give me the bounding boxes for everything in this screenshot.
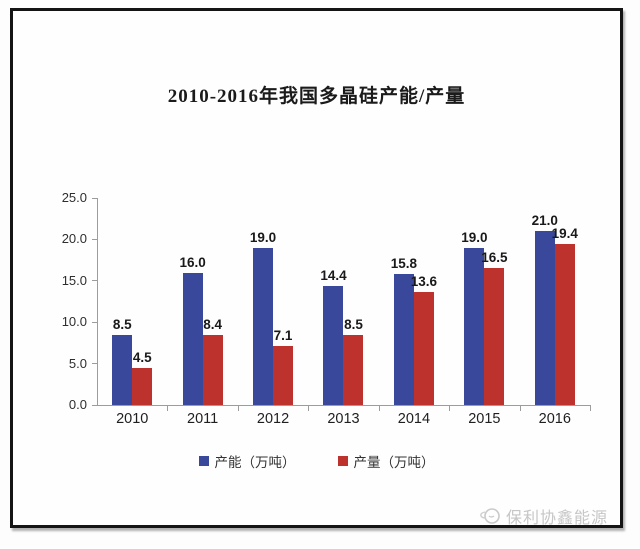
value-label-capacity-2012: 19.0 (249, 230, 277, 245)
y-axis-tick (92, 197, 97, 199)
bar-group-2013: 14.4 8.5 2013 (308, 198, 378, 427)
output-swatch-icon (337, 456, 348, 466)
bar-capacity-2016 (534, 231, 555, 405)
y-axis-tick (92, 280, 97, 282)
value-label-output-2016: 19.4 (551, 226, 578, 241)
y-axis-tick (92, 321, 97, 323)
bar-output-2012 (273, 346, 294, 405)
bar-output-2010 (132, 368, 153, 405)
x-axis-label-2013: 2013 (327, 411, 360, 427)
value-label-output-2011: 8.4 (203, 317, 223, 332)
image-border-frame: 2010-2016年我国多晶硅产能/产量 0.0 5.0 10.0 15.0 20.0 2… (10, 8, 623, 528)
y-axis-tick (92, 238, 97, 240)
value-label-capacity-2010: 8.5 (112, 317, 132, 332)
bar-output-2016 (554, 244, 575, 405)
y-tick-label: 20.0 (61, 231, 87, 247)
value-label-output-2014: 13.6 (410, 274, 438, 289)
bar-capacity-2012 (253, 248, 274, 405)
bar-group-2012: 19.0 7.1 2012 (238, 198, 308, 427)
x-axis-label-2011: 2011 (187, 411, 219, 427)
legend-item-capacity: 产能（万吨） (198, 451, 296, 471)
value-label-capacity-2015: 19.0 (461, 230, 488, 245)
gcl-logo-icon (479, 507, 501, 525)
bar-group-2010: 8.5 4.5 2010 (97, 198, 167, 427)
x-axis-tick (378, 406, 380, 411)
bar-capacity-2011 (182, 273, 203, 405)
watermark-text: 保利协鑫能源 (505, 510, 608, 527)
x-axis-tick (308, 406, 310, 411)
y-tick-label: 5.0 (68, 355, 87, 371)
bar-capacity-2010 (112, 335, 133, 405)
x-axis-label-2010: 2010 (116, 411, 149, 427)
y-axis-line (97, 198, 98, 405)
x-axis-line (97, 405, 591, 406)
x-axis-label-2014: 2014 (397, 411, 431, 427)
bar-output-2014 (413, 292, 434, 405)
y-tick-label: 10.0 (61, 314, 87, 330)
x-axis-tick (519, 406, 521, 411)
x-axis-tick (590, 406, 591, 411)
y-tick-label: 25.0 (61, 190, 87, 205)
value-label-capacity-2011: 16.0 (179, 255, 206, 270)
bar-output-2011 (202, 335, 223, 405)
bar-group-2015: 19.0 16.5 2015 (449, 198, 519, 427)
bar-output-2013 (343, 335, 364, 405)
bar-capacity-2013 (323, 286, 344, 405)
bar-output-2015 (484, 268, 505, 405)
legend: 产能（万吨） 产量（万吨） (13, 451, 620, 471)
plot-area: 0.0 5.0 10.0 15.0 20.0 25.0 8.5 4.5 2010 16.0 8.4 2… (62, 190, 591, 427)
x-axis-tick (167, 406, 169, 411)
y-tick-label: 0.0 (68, 397, 87, 412)
x-axis-label-2016: 2016 (538, 411, 571, 427)
bar-group-2011: 16.0 8.4 2011 (167, 198, 237, 427)
y-axis-tick (92, 363, 97, 365)
value-label-output-2010: 4.5 (132, 350, 152, 365)
value-label-output-2012: 7.1 (273, 328, 293, 343)
y-tick-label: 15.0 (61, 272, 87, 288)
x-axis-tick (449, 406, 451, 411)
y-axis-tick (92, 404, 97, 406)
bar-group-2014: 15.8 13.6 2014 (379, 198, 449, 427)
legend-label: 产量（万吨） (353, 455, 435, 470)
value-label-capacity-2014: 15.8 (390, 256, 418, 271)
value-label-output-2013: 8.5 (344, 317, 363, 332)
bar-capacity-2015 (464, 248, 485, 405)
watermark: 保利协鑫能源 (479, 504, 608, 528)
x-axis-label-2012: 2012 (256, 411, 290, 427)
chart-title: 2010-2016年我国多晶硅产能/产量 (167, 86, 466, 107)
x-axis-tick (237, 406, 239, 411)
value-label-output-2015: 16.5 (481, 250, 508, 265)
value-label-capacity-2016: 21.0 (531, 213, 558, 228)
x-axis-label-2015: 2015 (468, 411, 501, 427)
capacity-swatch-icon (198, 456, 209, 466)
bar-capacity-2014 (393, 274, 414, 405)
value-label-capacity-2013: 14.4 (320, 268, 347, 283)
bar-group-2016: 21.0 19.4 2016 (520, 198, 590, 427)
legend-label: 产能（万吨） (214, 455, 296, 470)
legend-item-output: 产量（万吨） (337, 451, 435, 471)
